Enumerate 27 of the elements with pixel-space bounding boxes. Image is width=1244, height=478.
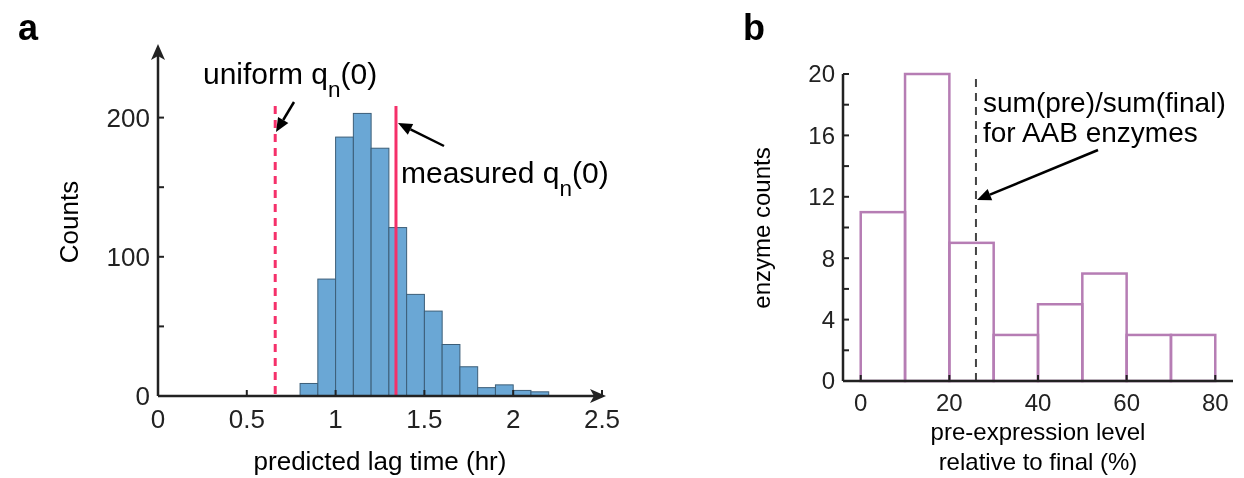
- x-tick-label: 20: [936, 389, 963, 416]
- y-axis-title: Counts: [54, 180, 84, 264]
- ref-line-label: measured q$_{n}$(0): [401, 156, 609, 201]
- x-tick-label: 1.5: [406, 404, 443, 434]
- x-tick-label: 0: [854, 389, 868, 416]
- x-tick-label: 1: [328, 404, 343, 434]
- x-tick-label: 0.5: [228, 404, 265, 434]
- x-tick-label: 2.5: [583, 404, 621, 434]
- y-tick-label: 20: [808, 60, 835, 88]
- x-tick-label: 40: [1024, 389, 1052, 416]
- y-tick-label: 8: [821, 244, 835, 272]
- text: b: [743, 7, 765, 48]
- x-axis-title: predicted lag time (hr): [253, 446, 507, 476]
- x-tick-label: 80: [1201, 389, 1229, 416]
- y-tick-label: 0: [821, 367, 835, 395]
- y-tick-label: 16: [808, 121, 835, 149]
- text: a: [18, 7, 39, 48]
- y-tick-label: 100: [106, 241, 150, 272]
- x-tick-label: 60: [1113, 389, 1140, 416]
- x-axis-title: pre-expression level relative to final (%): [930, 418, 1146, 475]
- y-tick-label: 200: [106, 102, 150, 133]
- y-axis-title: enzyme counts: [748, 147, 775, 309]
- ref-line-label: uniform q$_{n}$(0): [203, 57, 378, 102]
- y-tick-label: 4: [821, 306, 835, 333]
- x-tick-label: 2: [505, 404, 521, 434]
- y-tick-label: 12: [808, 183, 835, 211]
- ref-line-label: sum(pre)/sum(final) for AAB enzymes: [983, 87, 1226, 148]
